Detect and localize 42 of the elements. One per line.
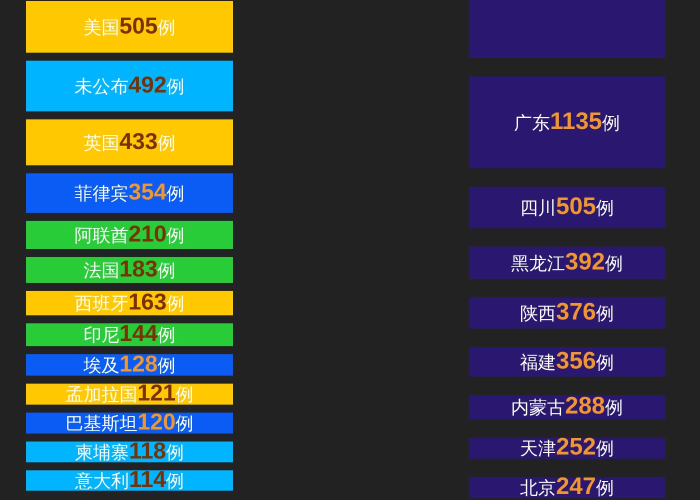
category-label: 英国 — [83, 132, 120, 153]
category-label: 四川 — [520, 198, 556, 218]
category-label: 菲律宾 — [74, 184, 128, 204]
data-label: 356例 — [556, 347, 614, 374]
category-label: 内蒙古 — [510, 398, 565, 418]
data-label: 163例 — [128, 288, 185, 315]
category-label: 印尼 — [83, 325, 120, 346]
category-label: 黑龙江 — [510, 253, 565, 274]
category-label: 埃及 — [82, 355, 120, 376]
data-label: 210例 — [128, 220, 185, 246]
category-label: 西班牙 — [74, 294, 128, 314]
data-label: 120例 — [137, 408, 194, 435]
category-label: 北京 — [520, 478, 556, 498]
data-label: 144例 — [119, 320, 176, 346]
category-label: 柬埔寨 — [74, 442, 129, 462]
data-label: 118例 — [128, 437, 184, 464]
data-label: 505例 — [556, 192, 614, 220]
data-label: 128例 — [119, 350, 176, 376]
data-label: 354例 — [128, 178, 185, 205]
data-label: 183例 — [119, 255, 176, 282]
data-label: 433例 — [119, 128, 176, 154]
data-label: 492例 — [128, 72, 185, 98]
category-label: 孟加拉国 — [65, 384, 138, 405]
category-label: 未公布 — [74, 76, 128, 97]
category-label: 陕西 — [520, 304, 556, 324]
category-label: 法国 — [83, 260, 120, 280]
category-label: 巴基斯坦 — [65, 414, 138, 434]
data-label: 114例 — [128, 466, 184, 492]
data-label: 505例 — [119, 12, 176, 38]
category-label: 广东 — [514, 112, 550, 133]
category-label: 福建 — [520, 352, 556, 372]
category-label: 天津 — [520, 438, 556, 459]
category-label: 阿联酋 — [74, 225, 128, 246]
category-label: 意大利 — [74, 470, 129, 491]
data-label: 247例 — [556, 473, 614, 500]
data-label: 252例 — [556, 434, 614, 461]
data-label: 121例 — [137, 380, 194, 406]
data-label: 288例 — [564, 392, 624, 420]
data-label: 1135例 — [550, 108, 620, 135]
category-label: 美国 — [83, 17, 120, 38]
data-label: 392例 — [564, 248, 624, 276]
data-label: 376例 — [556, 298, 614, 326]
